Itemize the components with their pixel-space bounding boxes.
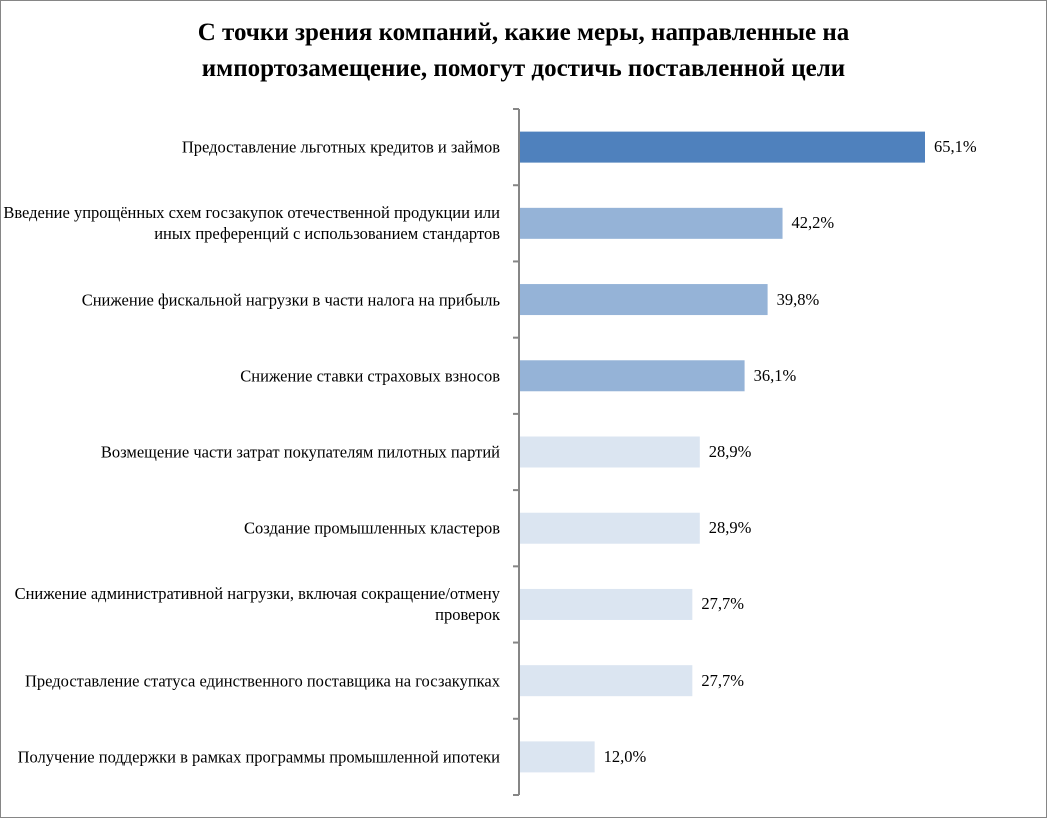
bar — [520, 131, 925, 163]
data-label: 27,7% — [701, 594, 744, 614]
title-line-2: импортозамещение, помогут достичь постав… — [201, 55, 846, 82]
data-label: 36,1% — [753, 365, 797, 385]
data-label: 12,0% — [603, 746, 647, 766]
title-line-1: С точки зрения компаний, какие меры, нап… — [197, 19, 850, 46]
category-label: Снижение административной нагрузки, вклю… — [14, 584, 500, 625]
data-label: 42,2% — [791, 213, 835, 233]
bar — [520, 741, 595, 773]
bar — [520, 588, 693, 620]
chart-title: С точки зрения компаний, какие меры, нап… — [1, 15, 1046, 87]
category-label: Предоставление льготных кредитов и займо… — [181, 137, 500, 157]
bar — [520, 284, 768, 316]
category-label: Создание промышленных кластеров — [244, 518, 500, 538]
bar — [520, 436, 700, 468]
data-label: 27,7% — [701, 670, 744, 690]
data-label: 65,1% — [934, 137, 977, 157]
category-label: Снижение фискальной нагрузки в части нал… — [81, 290, 500, 310]
category-label: Получение поддержки в рамках программы п… — [17, 747, 500, 767]
bar — [520, 665, 693, 697]
category-label: Возмещение части затрат покупателям пило… — [100, 442, 500, 462]
bar — [520, 207, 783, 239]
data-label: 28,9% — [708, 442, 752, 461]
category-label: Предоставление статуса единственного пос… — [25, 671, 500, 691]
data-label: 28,9% — [708, 518, 752, 538]
category-label: Снижение ставки страховых взносов — [240, 366, 500, 386]
bar — [520, 360, 745, 392]
bar — [520, 512, 700, 544]
data-label: 39,8% — [776, 289, 820, 309]
category-label: Введение упрощённых схем госзакупок отеч… — [3, 203, 500, 244]
